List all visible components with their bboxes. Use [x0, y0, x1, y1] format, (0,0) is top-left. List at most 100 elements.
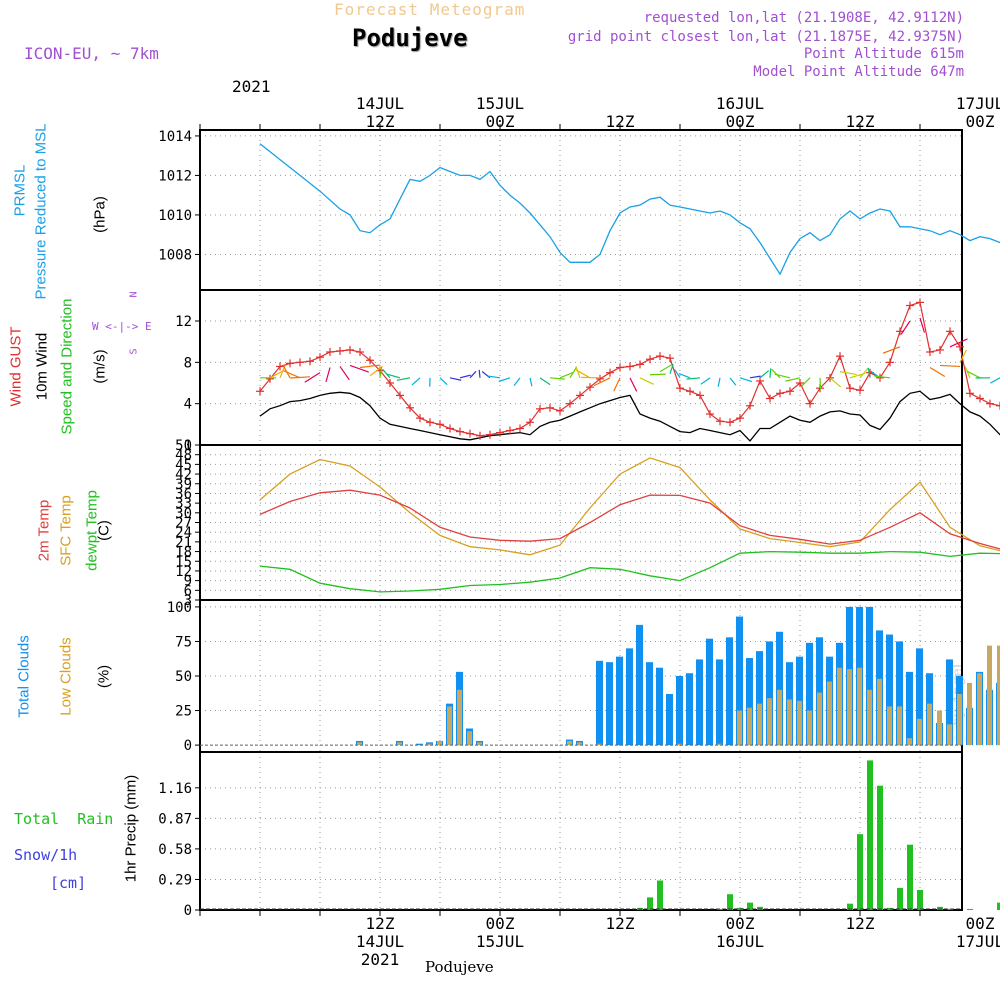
wind-direction-arrow	[379, 366, 383, 378]
y-tick-label: 36	[175, 486, 192, 502]
low-cloud-bar	[397, 742, 402, 746]
y-tick-label: 50	[175, 669, 192, 685]
low-cloud-bar	[937, 710, 942, 746]
bottom-time-label: 12Z	[845, 914, 875, 933]
y-tick-label: 1014	[158, 129, 192, 145]
wind-direction-arrow	[990, 377, 1000, 384]
wind-direction-arrow	[739, 377, 753, 383]
low-cloud-bar	[887, 706, 892, 746]
top-year-label: 2021	[232, 77, 271, 96]
low-cloud-bar	[787, 699, 792, 746]
wind-direction-arrow	[382, 368, 391, 379]
wind-direction-arrow	[674, 369, 681, 379]
low-cloud-bar	[867, 689, 872, 746]
low-cloud-bar	[797, 700, 802, 746]
wind-direction-arrow	[629, 377, 638, 392]
low-cloud-bar	[857, 667, 862, 746]
low-cloud-bar	[947, 724, 952, 746]
pressure-line	[259, 143, 1000, 276]
total-cloud-bar	[866, 606, 873, 746]
wind-direction-arrow	[874, 375, 891, 379]
y-tick-label: 3	[184, 593, 192, 609]
wind-direction-arrow	[717, 377, 721, 387]
low-cloud-bar	[777, 689, 782, 746]
wind-direction-arrow	[439, 377, 448, 386]
total-cloud-bar	[806, 642, 813, 746]
wind-10m-line	[259, 390, 1000, 442]
compass-we: W <-|-> E	[92, 320, 152, 333]
wind-direction-arrow	[349, 364, 369, 373]
location-title: Podujeve	[352, 24, 468, 52]
total-cloud-bar	[896, 641, 903, 746]
grid-point-coords: grid point closest lon,lat (21.1875E, 42…	[567, 29, 964, 45]
low-cloud-bar	[467, 731, 472, 746]
top-time-label: 12Z	[365, 112, 395, 131]
y-tick-label: 8	[184, 355, 192, 371]
wind-direction-arrow	[559, 371, 574, 379]
wind-direction-arrow	[569, 367, 577, 379]
low-cloud-bar	[437, 740, 442, 746]
wind-direction-arrow	[539, 377, 551, 386]
rain-bar	[647, 897, 653, 910]
total-cloud-bar	[706, 638, 713, 746]
requested-coords: requested lon,lat (21.1908E, 42.9112N)	[643, 10, 964, 26]
bottom-time-label: 15JUL	[475, 932, 525, 951]
wind-direction-arrow	[785, 377, 801, 382]
total-cloud-bar	[636, 624, 643, 746]
wind-direction-arrow	[478, 369, 481, 378]
wind-direction-arrow	[459, 374, 471, 379]
dewpt-line	[259, 550, 1000, 593]
sfc-temp-line	[259, 457, 1000, 556]
y-tick-label: 18	[175, 545, 192, 561]
y-tick-label: 42	[175, 467, 192, 483]
y-tick-label: 48	[175, 448, 192, 464]
wind-direction-arrow	[369, 365, 383, 377]
y-tick-label: 15	[175, 554, 192, 570]
wind-direction-arrow	[900, 320, 911, 335]
y-tick-label: 0.87	[158, 811, 192, 827]
panel-frame	[199, 129, 963, 291]
model-label: ICON-EU, ~ 7km	[24, 44, 159, 63]
wind-direction-arrow	[325, 367, 331, 383]
y-tick-label: 51	[175, 438, 192, 454]
bottom-time-label: 00Z	[725, 914, 755, 933]
total-cloud-bar	[796, 656, 803, 746]
rain-bar	[917, 889, 923, 910]
low-cloud-bar	[357, 742, 362, 746]
low-cloud-bar	[717, 743, 722, 746]
precip-cm-label: [cm]	[50, 874, 87, 892]
total-cloud-bar	[756, 651, 763, 746]
total-cloud-bar	[646, 662, 653, 746]
rain-bar	[897, 887, 903, 910]
wind-direction-arrow	[396, 377, 411, 381]
wind-direction-arrow	[949, 338, 968, 348]
wind-direction-arrow	[649, 373, 666, 376]
y-tick-label: 0	[184, 903, 192, 919]
y-tick-label: 1012	[158, 168, 192, 184]
y-tick-label: 21	[175, 535, 192, 551]
panel-frame	[199, 751, 963, 911]
total-cloud-bar	[606, 662, 613, 746]
wind-direction-arrow	[859, 367, 869, 379]
y-tick-label: 27	[175, 516, 192, 532]
low-cloud-bar	[567, 740, 572, 746]
model-altitude: Model Point Altitude 647m	[753, 64, 964, 80]
y-tick-label: 0	[184, 738, 192, 754]
wind-direction-arrow	[749, 375, 761, 379]
rain-bar	[747, 902, 753, 910]
low-cloud-bar	[907, 738, 912, 746]
wind-direction-arrow	[769, 368, 772, 378]
low-cloud-bar	[447, 706, 452, 746]
rain-bar	[907, 844, 913, 910]
total-cloud-bar	[616, 656, 623, 746]
rain-bar	[847, 903, 853, 910]
low-cloud-bar	[767, 698, 772, 746]
precip-snow-label: Snow/1h	[14, 846, 78, 864]
wind-direction-arrow	[575, 366, 581, 379]
wind-direction-arrow	[411, 377, 421, 386]
wind-direction-arrow	[549, 377, 565, 380]
total-cloud-bar	[816, 637, 823, 746]
total-cloud-bar	[746, 658, 753, 746]
bottom-time-label: 12Z	[605, 914, 635, 933]
